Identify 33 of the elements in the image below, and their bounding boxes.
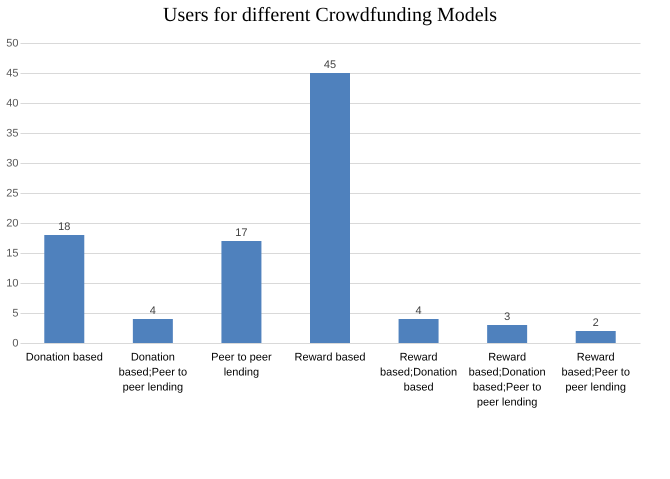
- x-tick-label: Reward based: [294, 352, 366, 364]
- y-tick-label: 10: [6, 278, 18, 290]
- bar: [44, 235, 84, 343]
- data-label: 4: [416, 305, 422, 317]
- x-tick-label: Peer to peer lending: [211, 352, 272, 378]
- y-tick-label: 40: [6, 98, 18, 110]
- data-label: 2: [592, 317, 599, 329]
- bar: [310, 73, 350, 343]
- y-tick-label: 50: [6, 38, 18, 50]
- data-label: 17: [235, 227, 248, 239]
- y-tick-label: 35: [6, 128, 18, 140]
- x-tick-label: Donation based;Peer to peer lending: [118, 352, 188, 394]
- chart-title: Users for different Crowdfunding Models: [162, 4, 498, 26]
- data-label: 18: [58, 221, 70, 233]
- y-tick-label: 20: [6, 218, 18, 230]
- bar: [487, 325, 528, 343]
- data-label: 45: [324, 59, 336, 71]
- bar: [132, 319, 173, 343]
- data-label: 3: [504, 311, 510, 323]
- y-tick-label: 5: [12, 308, 18, 320]
- y-tick-label: 30: [6, 158, 18, 170]
- x-tick-label: Reward based;Donation based;Peer to peer lending: [468, 352, 546, 408]
- y-tick-label: 25: [6, 188, 18, 200]
- y-tick-label: 45: [6, 68, 18, 80]
- y-tick-label: 0: [12, 338, 18, 350]
- x-tick-label: Reward based;Donation based: [380, 352, 458, 394]
- bar: [398, 319, 439, 343]
- bar: [576, 331, 616, 343]
- x-tick-label: Donation based: [26, 352, 103, 364]
- bar: [221, 241, 262, 343]
- data-label: 4: [150, 305, 156, 317]
- y-tick-label: 15: [6, 248, 18, 260]
- x-tick-label: Reward based;Peer to peer lending: [561, 352, 630, 394]
